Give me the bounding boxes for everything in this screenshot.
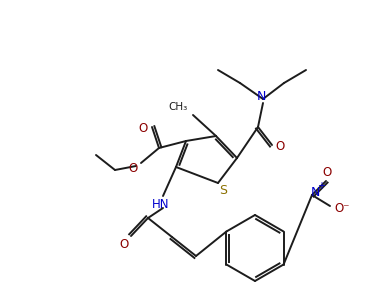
Text: O: O — [322, 166, 332, 179]
Text: CH₃: CH₃ — [169, 102, 188, 112]
Text: O⁻: O⁻ — [334, 202, 350, 215]
Text: S: S — [219, 185, 227, 198]
Text: O: O — [120, 238, 129, 251]
Text: N: N — [310, 187, 320, 200]
Text: O: O — [129, 162, 138, 175]
Text: O: O — [138, 122, 148, 134]
Text: HN: HN — [152, 198, 170, 211]
Text: O: O — [275, 141, 285, 154]
Text: N: N — [256, 90, 266, 103]
Text: +: + — [317, 181, 325, 191]
